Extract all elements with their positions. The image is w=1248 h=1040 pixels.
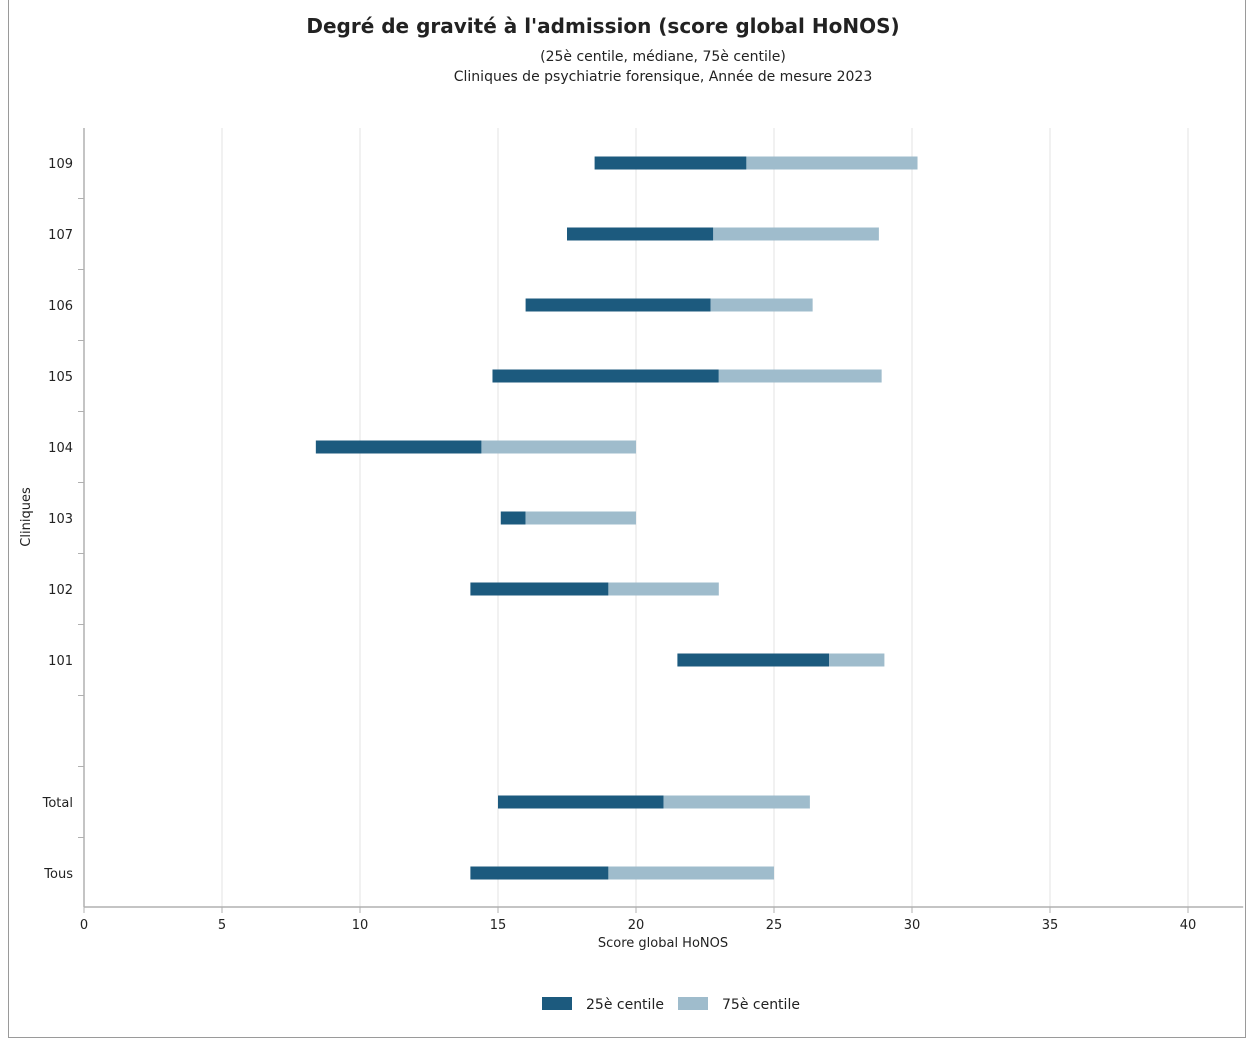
x-tick-label-25: 25 [766,918,783,933]
bar-25-103 [500,511,526,525]
y-tick-label-101: 101 [48,654,73,669]
bar-75-109 [746,156,918,170]
chart-subtitle-2: Cliniques de psychiatrie forensique, Ann… [454,69,872,85]
y-tick-label-104: 104 [48,441,73,456]
grid [221,128,1189,907]
chart-title: Degré de gravité à l'admission (score gl… [306,14,899,38]
chart-subtitle-1: (25è centile, médiane, 75è centile) [540,49,786,65]
bar-25-Tous [470,866,609,880]
x-tick-label-20: 20 [628,918,645,933]
bar-25-102 [470,582,609,596]
bar-25-101 [677,653,830,667]
legend-label-75: 75è centile [722,997,800,1013]
bar-75-106 [710,298,813,312]
y-tick-label-Total: Total [42,796,73,811]
bar-25-105 [492,369,719,383]
x-tick-label-15: 15 [490,918,507,933]
bar-75-102 [608,582,719,596]
bar-75-104 [481,440,636,454]
y-tick-label-106: 106 [48,299,73,314]
x-axis-label: Score global HoNOS [598,936,728,951]
bar-75-105 [718,369,882,383]
bar-25-106 [525,298,711,312]
bars [315,156,918,880]
legend-swatch-25 [542,997,572,1010]
bar-75-Total [663,795,810,809]
y-tick-label-Tous: Tous [43,867,73,882]
y-axis-label: Cliniques [19,487,34,547]
x-tick-label-30: 30 [904,918,921,933]
bar-75-107 [713,227,879,241]
y-tick-label-103: 103 [48,512,73,527]
x-tick-label-0: 0 [80,918,88,933]
x-tick-label-40: 40 [1180,918,1197,933]
bar-25-Total [498,795,664,809]
legend-swatch-75 [678,997,708,1010]
x-tick-label-35: 35 [1042,918,1059,933]
legend-label-25: 25è centile [586,997,664,1013]
y-tick-label-102: 102 [48,583,73,598]
bar-25-109 [594,156,747,170]
bar-25-104 [315,440,482,454]
legend: 25è centile 75è centile [542,997,800,1013]
chart-frame [8,0,1246,1038]
x-tick-label-5: 5 [218,918,226,933]
bar-25-107 [567,227,714,241]
bar-75-103 [525,511,636,525]
axes: 0 5 10 15 20 25 30 35 40 109 107 106 105 104 103 102 101… [42,128,1244,933]
x-tick-label-10: 10 [352,918,369,933]
y-tick-label-107: 107 [48,228,73,243]
y-tick-label-105: 105 [48,370,73,385]
y-tick-label-109: 109 [48,157,73,172]
bar-75-101 [829,653,885,667]
bar-75-Tous [608,866,774,880]
